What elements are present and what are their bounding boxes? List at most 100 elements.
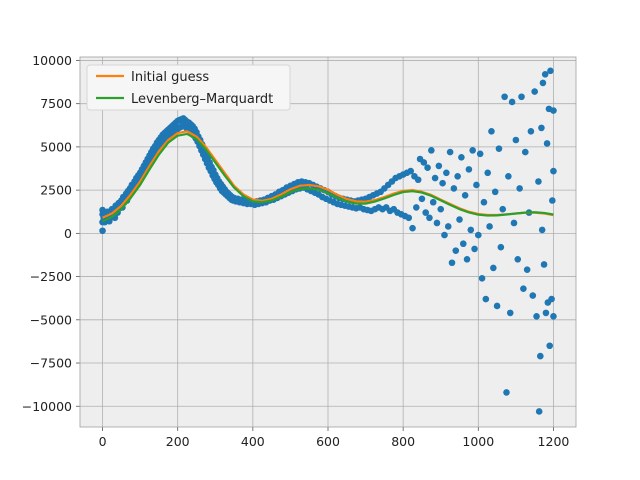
data-point (422, 209, 430, 216)
data-point (443, 169, 450, 177)
data-point (516, 185, 523, 192)
data-point (444, 223, 452, 230)
data-point (424, 164, 431, 171)
data-point (518, 93, 525, 101)
data-point (450, 185, 458, 192)
data-point (429, 198, 437, 206)
data-point (454, 173, 461, 180)
y-tick-label: −5000 (30, 312, 72, 327)
y-tick-label: −10000 (22, 399, 72, 414)
x-tick-label: 600 (316, 434, 340, 449)
data-point (484, 169, 492, 177)
data-point (520, 285, 527, 292)
legend-box (86, 64, 291, 111)
data-point (546, 342, 553, 350)
data-point (99, 227, 106, 235)
data-point (491, 188, 499, 196)
data-point (514, 255, 522, 263)
data-point (413, 204, 420, 211)
data-point (542, 309, 550, 317)
data-point (431, 174, 439, 182)
data-point (458, 153, 465, 161)
data-point (441, 231, 448, 239)
y-tick-labels: 10000 7500 5000 2500 0 −2500 −5000 −7500 −10000 (22, 53, 72, 414)
x-tick-label: 0 (99, 434, 107, 449)
data-point (439, 179, 446, 187)
y-tick-label: −2500 (30, 269, 72, 284)
data-point (469, 147, 476, 154)
y-tick-label: 2500 (40, 183, 72, 198)
data-point (452, 247, 460, 254)
data-point (409, 224, 416, 232)
data-point (456, 216, 463, 223)
axes (76, 56, 577, 431)
data-point (549, 197, 556, 204)
data-point (471, 245, 478, 253)
data-point (550, 167, 557, 175)
data-point (540, 261, 548, 268)
data-point (426, 214, 433, 222)
data-point (437, 205, 445, 213)
data-point (463, 255, 471, 263)
data-point (459, 240, 467, 248)
y-tick-label: 7500 (40, 96, 72, 111)
data-point (506, 309, 514, 317)
series-line-levenberg-marquardt (102, 132, 554, 223)
legend: Initial guess Levenberg–Marquardt (86, 64, 291, 111)
data-point (433, 219, 441, 227)
data-point (550, 313, 557, 320)
x-tick-labels: 0 200 400 600 800 1000 1200 (99, 434, 570, 449)
data-point (446, 148, 454, 156)
x-tick-label: 1000 (462, 434, 494, 449)
data-point (488, 128, 495, 135)
data-point (533, 313, 540, 320)
data-point (501, 93, 508, 101)
legend-label-levenberg-marquardt: Levenberg–Marquardt (131, 92, 273, 107)
data-point (490, 264, 497, 272)
data-point (503, 389, 510, 396)
data-point (499, 205, 507, 213)
data-point (407, 167, 414, 175)
data-point (521, 148, 529, 156)
data-point (435, 162, 443, 170)
legend-label-initial-guess: Initial guess (131, 70, 209, 85)
data-point (527, 128, 535, 135)
data-point (473, 181, 480, 189)
plot-frame (79, 56, 577, 428)
data-point (550, 107, 557, 114)
data-point (535, 408, 543, 415)
data-point (418, 195, 426, 203)
data-point (461, 192, 469, 199)
data-point (482, 295, 490, 303)
x-tick-label: 400 (241, 434, 265, 449)
data-point (405, 214, 413, 222)
data-point (428, 147, 435, 154)
plot-area (76, 56, 577, 431)
data-point (547, 67, 554, 75)
data-point (475, 231, 482, 239)
y-tick-label: −7500 (30, 356, 72, 371)
data-point (486, 223, 493, 230)
data-point (505, 173, 512, 180)
data-point (539, 79, 547, 87)
data-point (541, 70, 549, 78)
x-tick-label: 1200 (538, 434, 570, 449)
data-point (495, 145, 503, 152)
data-point (480, 198, 488, 206)
y-tick-label: 10000 (32, 53, 72, 68)
data-point (510, 219, 518, 227)
data-point (548, 295, 555, 303)
fit-lines (102, 130, 554, 223)
data-point (531, 88, 538, 95)
data-point (465, 166, 473, 173)
x-tick-label: 200 (166, 434, 190, 449)
data-point (497, 243, 505, 251)
scatter-points (99, 67, 557, 415)
data-point (512, 136, 520, 144)
data-point (448, 259, 456, 267)
data-point (529, 292, 537, 299)
data-point (543, 140, 551, 147)
data-point (535, 178, 542, 185)
data-point (467, 226, 475, 234)
